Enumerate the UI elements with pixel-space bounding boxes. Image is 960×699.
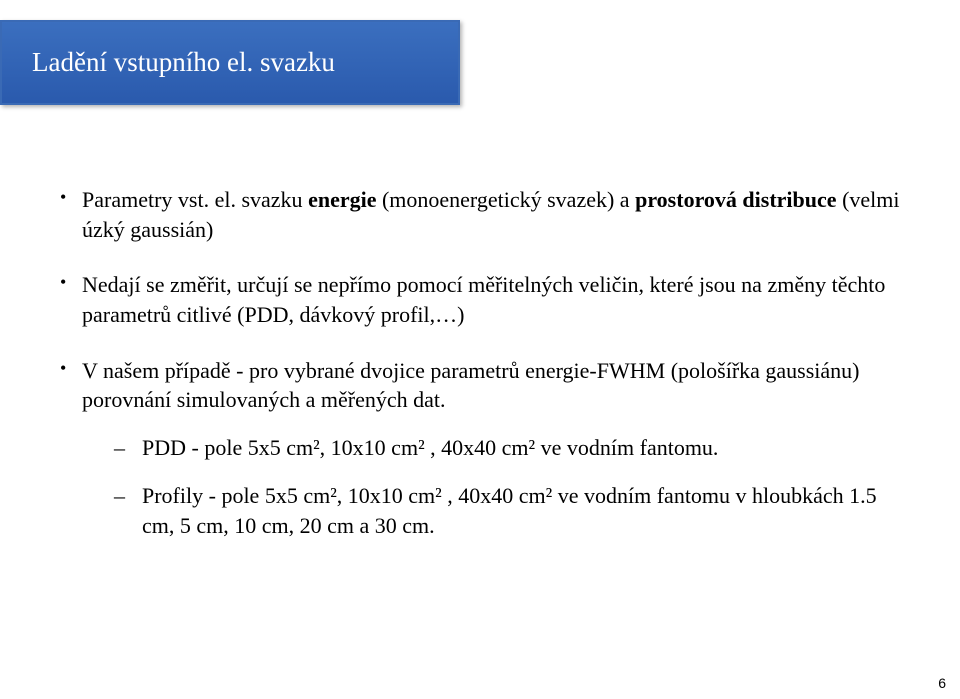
text-segment: V našem případě - pro vybrané dvojice pa… bbox=[82, 358, 860, 413]
bullet-list: Parametry vst. el. svazku energie (monoe… bbox=[60, 185, 900, 540]
slide-title-box: Ladění vstupního el. svazku bbox=[0, 20, 460, 105]
bullet-item: V našem případě - pro vybrané dvojice pa… bbox=[60, 356, 900, 540]
text-segment: Nedají se změřit, určují se nepřímo pomo… bbox=[82, 272, 885, 327]
text-segment: Parametry vst. el. svazku bbox=[82, 187, 308, 212]
text-segment: energie bbox=[308, 187, 376, 212]
text-segment: prostorová distribuce bbox=[635, 187, 836, 212]
slide-title: Ladění vstupního el. svazku bbox=[32, 47, 335, 78]
slide-body: Parametry vst. el. svazku energie (monoe… bbox=[60, 185, 900, 566]
page-number: 6 bbox=[938, 675, 946, 691]
sub-bullet-list: PDD - pole 5x5 cm², 10x10 cm² , 40x40 cm… bbox=[82, 433, 900, 540]
sub-bullet-item: PDD - pole 5x5 cm², 10x10 cm² , 40x40 cm… bbox=[114, 433, 900, 463]
text-segment: (monoenergetický svazek) a bbox=[376, 187, 635, 212]
sub-bullet-item: Profily - pole 5x5 cm², 10x10 cm² , 40x4… bbox=[114, 481, 900, 540]
bullet-item: Nedají se změřit, určují se nepřímo pomo… bbox=[60, 270, 900, 329]
bullet-item: Parametry vst. el. svazku energie (monoe… bbox=[60, 185, 900, 244]
